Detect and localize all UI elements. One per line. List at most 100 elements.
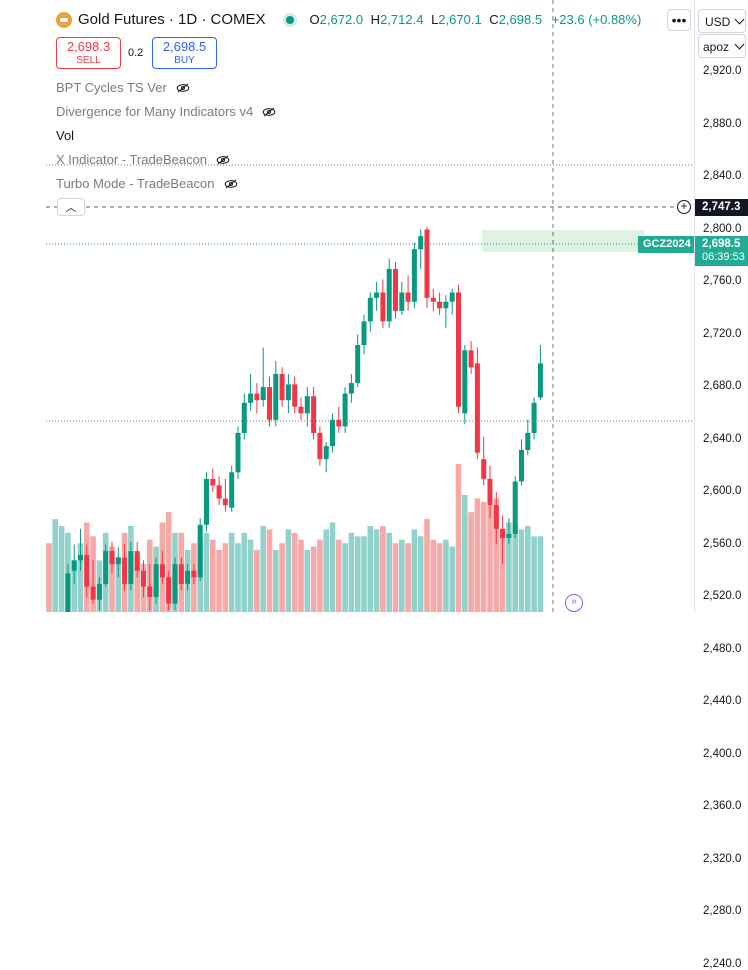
chevron-down-icon	[734, 14, 745, 25]
candle-body	[342, 393, 348, 427]
candle-body	[292, 384, 298, 407]
indicator-bpt-cycles[interactable]: BPT Cycles TS Ver	[56, 80, 191, 95]
price-scale-label: 2,600.0	[703, 485, 742, 497]
volume-bar	[58, 526, 65, 612]
candle-body	[147, 586, 153, 597]
candle-body	[122, 557, 128, 584]
volume-bar	[235, 543, 241, 612]
volume-bar	[424, 519, 430, 612]
candle-body	[330, 419, 335, 447]
indicator-label: BPT Cycles TS Ver	[56, 80, 167, 95]
candle-body	[229, 472, 235, 508]
volume-bar	[361, 536, 367, 612]
candle-body	[204, 478, 209, 525]
volume-bar	[71, 560, 77, 612]
candle-body	[260, 387, 266, 401]
volume-bar	[260, 526, 266, 612]
volume-bar	[399, 539, 405, 612]
indicator-x-tradebeacon[interactable]: X Indicator - TradeBeacon	[56, 152, 231, 167]
candle-body	[254, 393, 260, 401]
add-alert-plus-icon[interactable]: +	[677, 200, 691, 214]
indicator-divergence[interactable]: Divergence for Many Indicators v4	[56, 104, 277, 119]
volume-bar	[273, 550, 279, 612]
unit-value: apoz	[703, 40, 730, 54]
candle-body	[531, 402, 537, 433]
buy-button[interactable]: 2,698.5 BUY	[152, 37, 217, 69]
last-price-tag: 2,698.5 06:39:53	[695, 236, 748, 266]
volume-bar	[317, 539, 323, 612]
volume-bar	[480, 501, 487, 612]
volume-bar	[474, 498, 481, 612]
candle-body	[304, 396, 310, 414]
indicator-vol[interactable]: Vol	[56, 128, 74, 143]
candle-body	[519, 450, 524, 482]
volume-bar	[411, 529, 418, 612]
volume-bar	[493, 498, 500, 612]
candle-body	[468, 350, 474, 368]
indicator-turbo-mode[interactable]: Turbo Mode - TradeBeacon	[56, 176, 239, 191]
candle-body	[411, 249, 417, 302]
candle-body	[512, 481, 518, 534]
volume-bar	[228, 532, 235, 612]
volume-bar	[336, 539, 342, 612]
candle-body	[279, 373, 285, 401]
volume-bar	[165, 512, 172, 612]
candle-body	[506, 534, 512, 538]
indicator-label: Turbo Mode - TradeBeacon	[56, 176, 215, 191]
volume-bar	[134, 556, 140, 612]
candle-body	[178, 564, 184, 584]
candle-body	[374, 292, 380, 298]
volume-bar	[449, 546, 455, 612]
sell-label: SELL	[76, 55, 101, 66]
change-value: +23.6 (+0.88%)	[551, 12, 642, 27]
candle-body	[525, 432, 531, 450]
position-zone	[482, 230, 644, 252]
eye-crossed-icon[interactable]	[261, 106, 277, 117]
candle-body	[493, 505, 499, 529]
candle-body	[336, 419, 342, 427]
candle-body	[134, 551, 140, 571]
countdown-value: 06:39:53	[702, 251, 745, 263]
eye-crossed-icon[interactable]	[223, 178, 239, 189]
volume-bar	[266, 529, 273, 612]
candle-body	[500, 528, 506, 538]
candle-body	[474, 363, 480, 453]
market-status-icon[interactable]	[285, 15, 294, 24]
volume-bar	[499, 529, 506, 612]
unit-selector[interactable]: apoz	[698, 34, 746, 58]
sell-price: 2,698.3	[66, 39, 111, 54]
eye-crossed-icon[interactable]	[175, 82, 191, 93]
volume-bar	[386, 532, 392, 612]
last-price-value: 2,698.5	[702, 238, 741, 250]
symbol-title[interactable]: Gold Futures · 1D · COMEX	[78, 11, 266, 28]
legend-header: Gold Futures · 1D · COMEX O2,672.0 H2,71…	[56, 11, 641, 28]
volume-bar	[373, 529, 380, 612]
collapse-legend-button[interactable]: ︿	[57, 198, 85, 216]
sell-button[interactable]: 2,698.3 SELL	[56, 37, 121, 69]
candle-body	[537, 363, 543, 398]
price-chart[interactable]	[0, 0, 748, 612]
volume-bar	[241, 532, 248, 612]
price-scale-label: 2,280.0	[703, 905, 742, 917]
price-scale-label: 2,320.0	[703, 852, 742, 865]
currency-selector[interactable]: USD	[698, 9, 746, 33]
price-scale-label: 2,880.0	[703, 117, 742, 130]
high-label: H	[370, 12, 381, 27]
scroll-to-realtime-button[interactable]: »	[565, 594, 583, 612]
indicator-label: X Indicator - TradeBeacon	[56, 152, 208, 167]
price-scale-label: 2,920.0	[703, 65, 742, 77]
candle-body	[210, 478, 216, 486]
candle-body	[298, 406, 304, 414]
chevron-down-icon	[734, 39, 745, 50]
candle-body	[443, 301, 449, 309]
volume-bar	[222, 543, 229, 612]
open-label: O	[309, 12, 320, 27]
more-options-button[interactable]: •••	[667, 9, 691, 31]
eye-crossed-icon[interactable]	[215, 154, 231, 165]
double-chevron-right-icon: »	[571, 596, 577, 607]
candle-body	[222, 498, 228, 506]
candle-body	[430, 297, 436, 302]
buy-price: 2,698.5	[162, 39, 207, 54]
candle-body	[191, 570, 197, 578]
volume-bar	[531, 536, 537, 612]
